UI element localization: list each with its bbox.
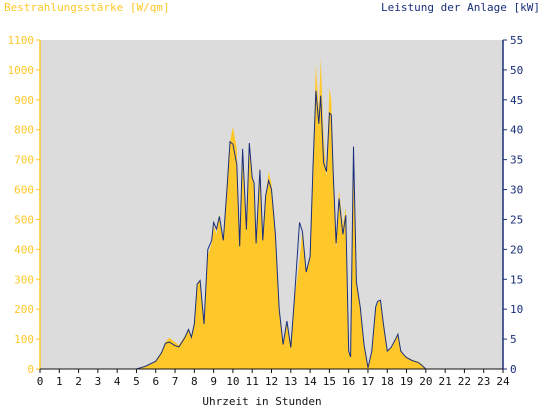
power-line	[40, 90, 503, 370]
right-tick-label: 50	[510, 64, 523, 77]
x-tick-label: 23	[477, 375, 490, 388]
right-axis-title: Leistung der Anlage [kW]	[381, 1, 540, 14]
right-tick-label: 35	[510, 154, 523, 167]
left-tick-label: 300	[14, 273, 34, 286]
left-ticks: 0 100 200 300 400 500 600 700 800 900 1000 1100	[8, 34, 40, 376]
right-tick-label: 10	[510, 303, 523, 316]
right-tick-label: 25	[510, 213, 523, 226]
x-tick-label: 12	[265, 375, 278, 388]
x-tick-label: 0	[37, 375, 44, 388]
x-tick-label: 14	[303, 375, 317, 388]
left-axis-title: Bestrahlungsstärke [W/qm]	[4, 1, 170, 14]
x-axis-title: Uhrzeit in Stunden	[202, 395, 321, 408]
right-tick-label: 5	[510, 333, 517, 346]
x-tick-label: 16	[342, 375, 355, 388]
x-tick-label: 20	[419, 375, 432, 388]
x-tick-label: 4	[114, 375, 121, 388]
right-tick-label: 15	[510, 273, 523, 286]
right-tick-label: 40	[510, 124, 523, 137]
x-tick-label: 3	[95, 375, 102, 388]
left-tick-label: 500	[14, 213, 34, 226]
right-tick-label: 55	[510, 34, 523, 47]
right-ticks: 0 5 10 15 20 25 30 35 40 45 50 55	[503, 34, 523, 376]
x-tick-label: 24	[496, 375, 510, 388]
right-tick-label: 30	[510, 184, 523, 197]
x-tick-label: 2	[75, 375, 82, 388]
x-tick-label: 8	[191, 375, 198, 388]
series-layer	[40, 57, 503, 370]
x-ticks: 0 1 2 3 4 5 6 7 8 9 10 11 12 13 14 15 16 17 18 19 20 21 22 23 24	[37, 369, 510, 388]
x-tick-label: 5	[133, 375, 140, 388]
x-tick-label: 9	[210, 375, 217, 388]
x-tick-label: 11	[246, 375, 259, 388]
left-tick-label: 1100	[8, 34, 35, 47]
left-tick-label: 100	[14, 333, 34, 346]
x-tick-label: 10	[226, 375, 239, 388]
x-tick-label: 6	[152, 375, 159, 388]
x-tick-label: 21	[439, 375, 452, 388]
x-tick-label: 13	[284, 375, 297, 388]
right-tick-label: 45	[510, 94, 523, 107]
left-tick-label: 400	[14, 243, 34, 256]
right-tick-label: 20	[510, 243, 523, 256]
left-tick-label: 0	[27, 363, 34, 376]
left-tick-label: 800	[14, 124, 34, 137]
x-tick-label: 18	[381, 375, 394, 388]
x-tick-label: 22	[458, 375, 471, 388]
left-tick-label: 700	[14, 154, 34, 167]
x-tick-label: 15	[323, 375, 336, 388]
left-tick-label: 600	[14, 184, 34, 197]
left-tick-label: 200	[14, 303, 34, 316]
x-tick-label: 19	[400, 375, 413, 388]
right-tick-label: 0	[510, 363, 517, 376]
x-tick-label: 1	[56, 375, 63, 388]
x-tick-label: 17	[361, 375, 374, 388]
x-tick-label: 7	[172, 375, 179, 388]
left-tick-label: 1000	[8, 64, 35, 77]
left-tick-label: 900	[14, 94, 34, 107]
irradiance-area	[40, 57, 503, 370]
